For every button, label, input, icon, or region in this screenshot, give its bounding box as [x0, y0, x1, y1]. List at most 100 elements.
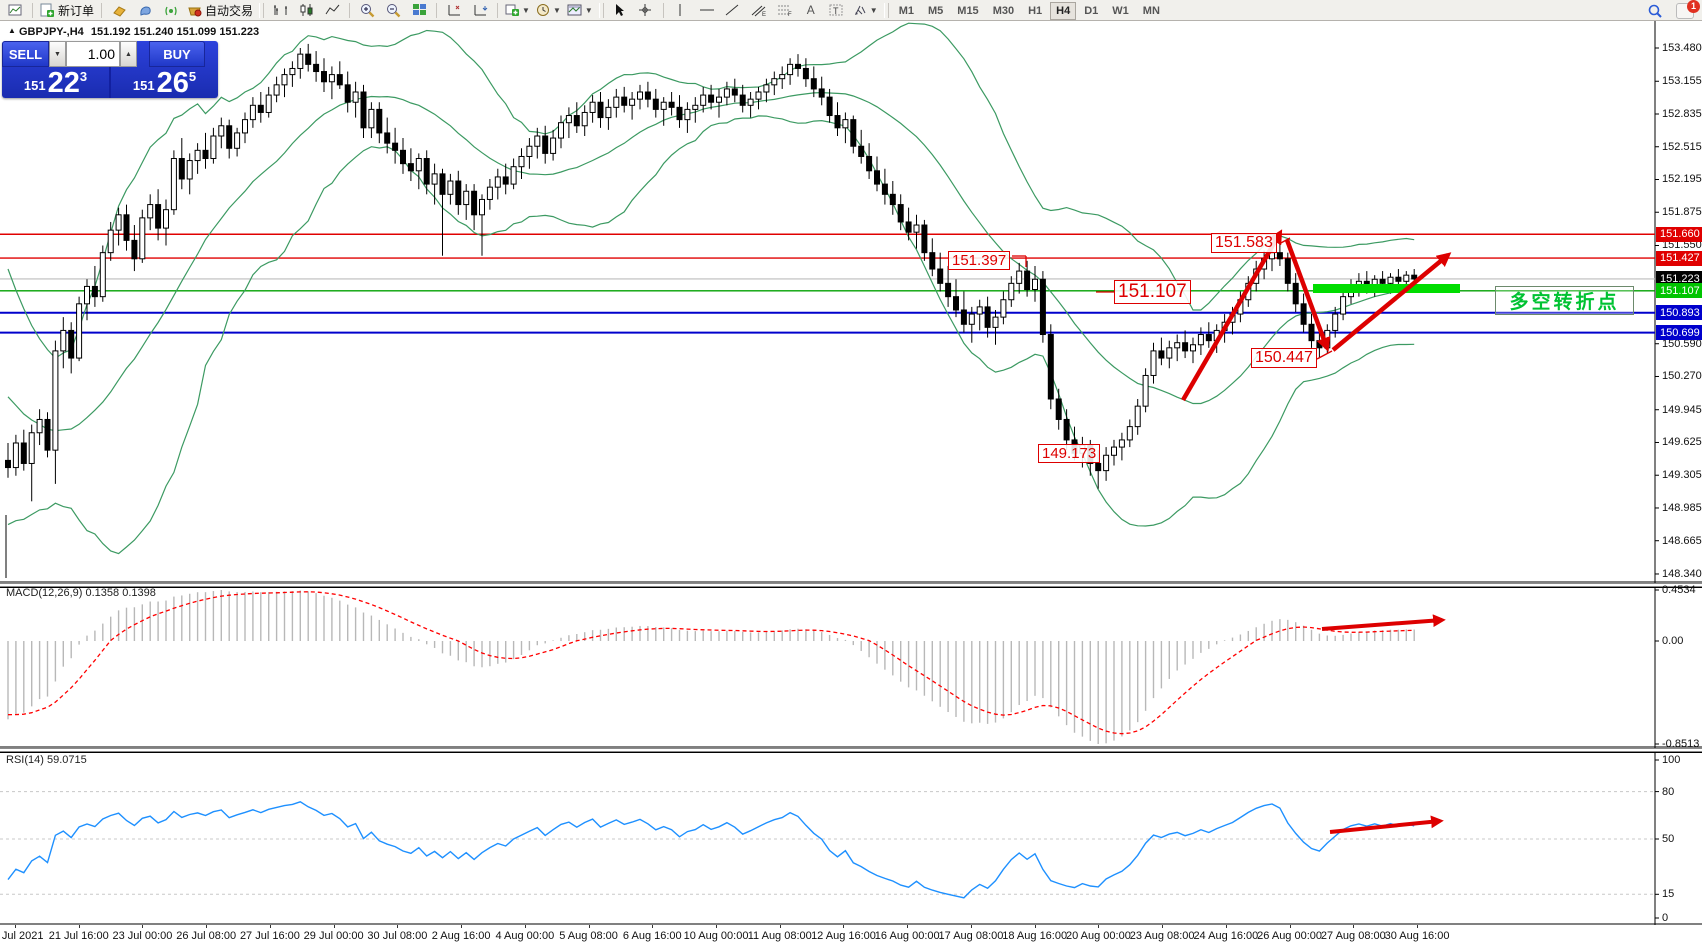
zoom-in-icon[interactable]: [355, 1, 379, 19]
toolbar-separator: [349, 2, 351, 18]
timeframe-button-h1[interactable]: H1: [1028, 5, 1043, 17]
new-order-button[interactable]: 新订单: [38, 1, 96, 19]
panel-divider[interactable]: [0, 748, 1702, 752]
signals-icon[interactable]: [159, 1, 183, 19]
trendline-tool-icon[interactable]: [721, 1, 745, 19]
time-label[interactable]: 29 Jul 00:00: [303, 930, 364, 942]
collapse-arrow-icon[interactable]: ▲: [8, 26, 16, 35]
time-label[interactable]: 20 Aug 00:00: [1065, 930, 1131, 942]
time-label[interactable]: 4 Aug 00:00: [495, 930, 555, 942]
time-tick: [142, 925, 144, 928]
indicator-window-icon[interactable]: [468, 1, 492, 19]
templates-button[interactable]: ▼: [565, 1, 595, 19]
rsi-panel[interactable]: [0, 752, 1702, 925]
time-tick: [779, 925, 781, 928]
time-label[interactable]: 23 Jul 00:00: [112, 930, 173, 942]
timeframe-button-d1[interactable]: D1: [1084, 5, 1099, 17]
search-icon[interactable]: [1643, 2, 1667, 20]
time-label[interactable]: 20 Jul 2021: [0, 930, 44, 942]
bar-chart-icon[interactable]: [268, 1, 292, 19]
time-tick: [970, 925, 972, 928]
auto-trading-button[interactable]: 自动交易: [185, 1, 255, 19]
tile-windows-icon[interactable]: [407, 1, 431, 19]
toolbar-grip: [883, 2, 889, 18]
time-label[interactable]: 30 Aug 16:00: [1384, 930, 1450, 942]
time-label[interactable]: 6 Aug 16:00: [622, 930, 682, 942]
cursor-tool-icon[interactable]: [608, 1, 632, 19]
time-label[interactable]: 24 Aug 16:00: [1193, 930, 1259, 942]
time-tick: [716, 925, 718, 928]
zoom-out-icon[interactable]: [381, 1, 405, 19]
buy-price[interactable]: 151 26 5: [111, 67, 218, 98]
price-chart-panel[interactable]: [0, 21, 1702, 583]
timeframe-button-m1[interactable]: M1: [898, 5, 914, 17]
text-tool-icon[interactable]: A: [806, 3, 815, 17]
timeframe-button-m30[interactable]: M30: [992, 5, 1015, 17]
time-tick: [1162, 925, 1164, 928]
toolbar-separator: [101, 2, 103, 18]
time-tick: [1098, 925, 1100, 928]
time-label[interactable]: 27 Aug 08:00: [1320, 930, 1386, 942]
horizontal-line-tool-icon[interactable]: [695, 1, 719, 19]
time-label[interactable]: 2 Aug 16:00: [431, 930, 491, 942]
time-label[interactable]: 12 Aug 16:00: [811, 930, 876, 942]
buy-button[interactable]: BUY: [149, 41, 205, 67]
notifications-icon[interactable]: 1: [1676, 0, 1700, 19]
sell-price-prefix: 151: [23, 78, 46, 93]
time-label[interactable]: 11 Aug 08:00: [747, 930, 812, 942]
vertical-line-tool-icon[interactable]: [669, 1, 693, 19]
line-chart-icon[interactable]: [320, 1, 344, 19]
macd-panel[interactable]: [0, 587, 1702, 748]
time-tick: [1225, 925, 1227, 928]
indicator-list-icon[interactable]: [442, 1, 466, 19]
chart-window-icon[interactable]: [3, 1, 27, 19]
symbol-info[interactable]: ▲ GBPJPY-,H4 151.192 151.240 151.099 151…: [8, 26, 259, 38]
one-click-trading-panel: SELL ▼ 1.00 ▲ BUY 151 22 3 151 26 5: [2, 41, 218, 98]
timeframe-button-m15[interactable]: M15: [957, 5, 979, 17]
buy-price-big: 26: [156, 66, 189, 98]
sell-button[interactable]: SELL: [2, 41, 49, 67]
community-icon[interactable]: [133, 1, 157, 19]
volume-input[interactable]: 1.00: [66, 41, 120, 67]
time-label[interactable]: 18 Aug 16:00: [1002, 930, 1068, 942]
time-label[interactable]: 27 Jul 16:00: [239, 930, 300, 942]
macd-value-2: 0.1398: [122, 587, 156, 599]
volume-increase-button[interactable]: ▲: [120, 41, 137, 67]
volume-decrease-button[interactable]: ▼: [49, 41, 66, 67]
timeframe-bar: M1 M5 M15 M30 H1 H4 D1 W1 MN: [892, 1, 1167, 20]
time-label[interactable]: 17 Aug 08:00: [938, 930, 1004, 942]
text-label-tool-icon[interactable]: T: [825, 1, 849, 19]
arrows-tool-button[interactable]: ▼: [851, 1, 880, 19]
add-indicator-button[interactable]: ▼: [503, 1, 532, 19]
time-label[interactable]: 16 Aug 00:00: [874, 930, 940, 942]
timeframe-button-m5[interactable]: M5: [928, 5, 944, 17]
toolbar-separator: [32, 2, 33, 18]
sell-price[interactable]: 151 22 3: [2, 67, 109, 98]
timeframe-button-w1[interactable]: W1: [1112, 5, 1129, 17]
time-tick: [652, 925, 654, 928]
time-tick: [461, 925, 463, 928]
svg-text:F: F: [788, 12, 792, 17]
time-tick: [269, 925, 271, 928]
timeframe-button-h4[interactable]: H4: [1050, 2, 1077, 20]
deposit-icon[interactable]: [107, 1, 131, 19]
time-label[interactable]: 23 Aug 08:00: [1129, 930, 1195, 942]
crosshair-tool-icon[interactable]: [634, 1, 658, 19]
symbol-ohlc: 151.192 151.240 151.099 151.223: [90, 26, 260, 38]
time-label[interactable]: 10 Aug 00:00: [683, 930, 749, 942]
channel-tool-icon[interactable]: E: [747, 1, 771, 19]
fibonacci-tool-icon[interactable]: F: [773, 1, 797, 19]
time-tick: [397, 925, 399, 928]
time-label[interactable]: 5 Aug 08:00: [559, 930, 618, 942]
timeframes-menu-button[interactable]: ▼: [534, 1, 563, 19]
time-label[interactable]: 26 Aug 00:00: [1257, 930, 1323, 942]
time-label[interactable]: 21 Jul 16:00: [48, 930, 109, 942]
panel-divider[interactable]: [0, 583, 1702, 587]
timeframe-button-mn[interactable]: MN: [1142, 5, 1160, 17]
time-label[interactable]: 26 Jul 08:00: [176, 930, 237, 942]
time-label[interactable]: 30 Jul 08:00: [367, 930, 428, 942]
bull-bear-turning-point-note[interactable]: 多空转折点: [1495, 286, 1634, 315]
time-tick: [843, 925, 845, 928]
candlestick-chart-icon[interactable]: [294, 1, 318, 19]
